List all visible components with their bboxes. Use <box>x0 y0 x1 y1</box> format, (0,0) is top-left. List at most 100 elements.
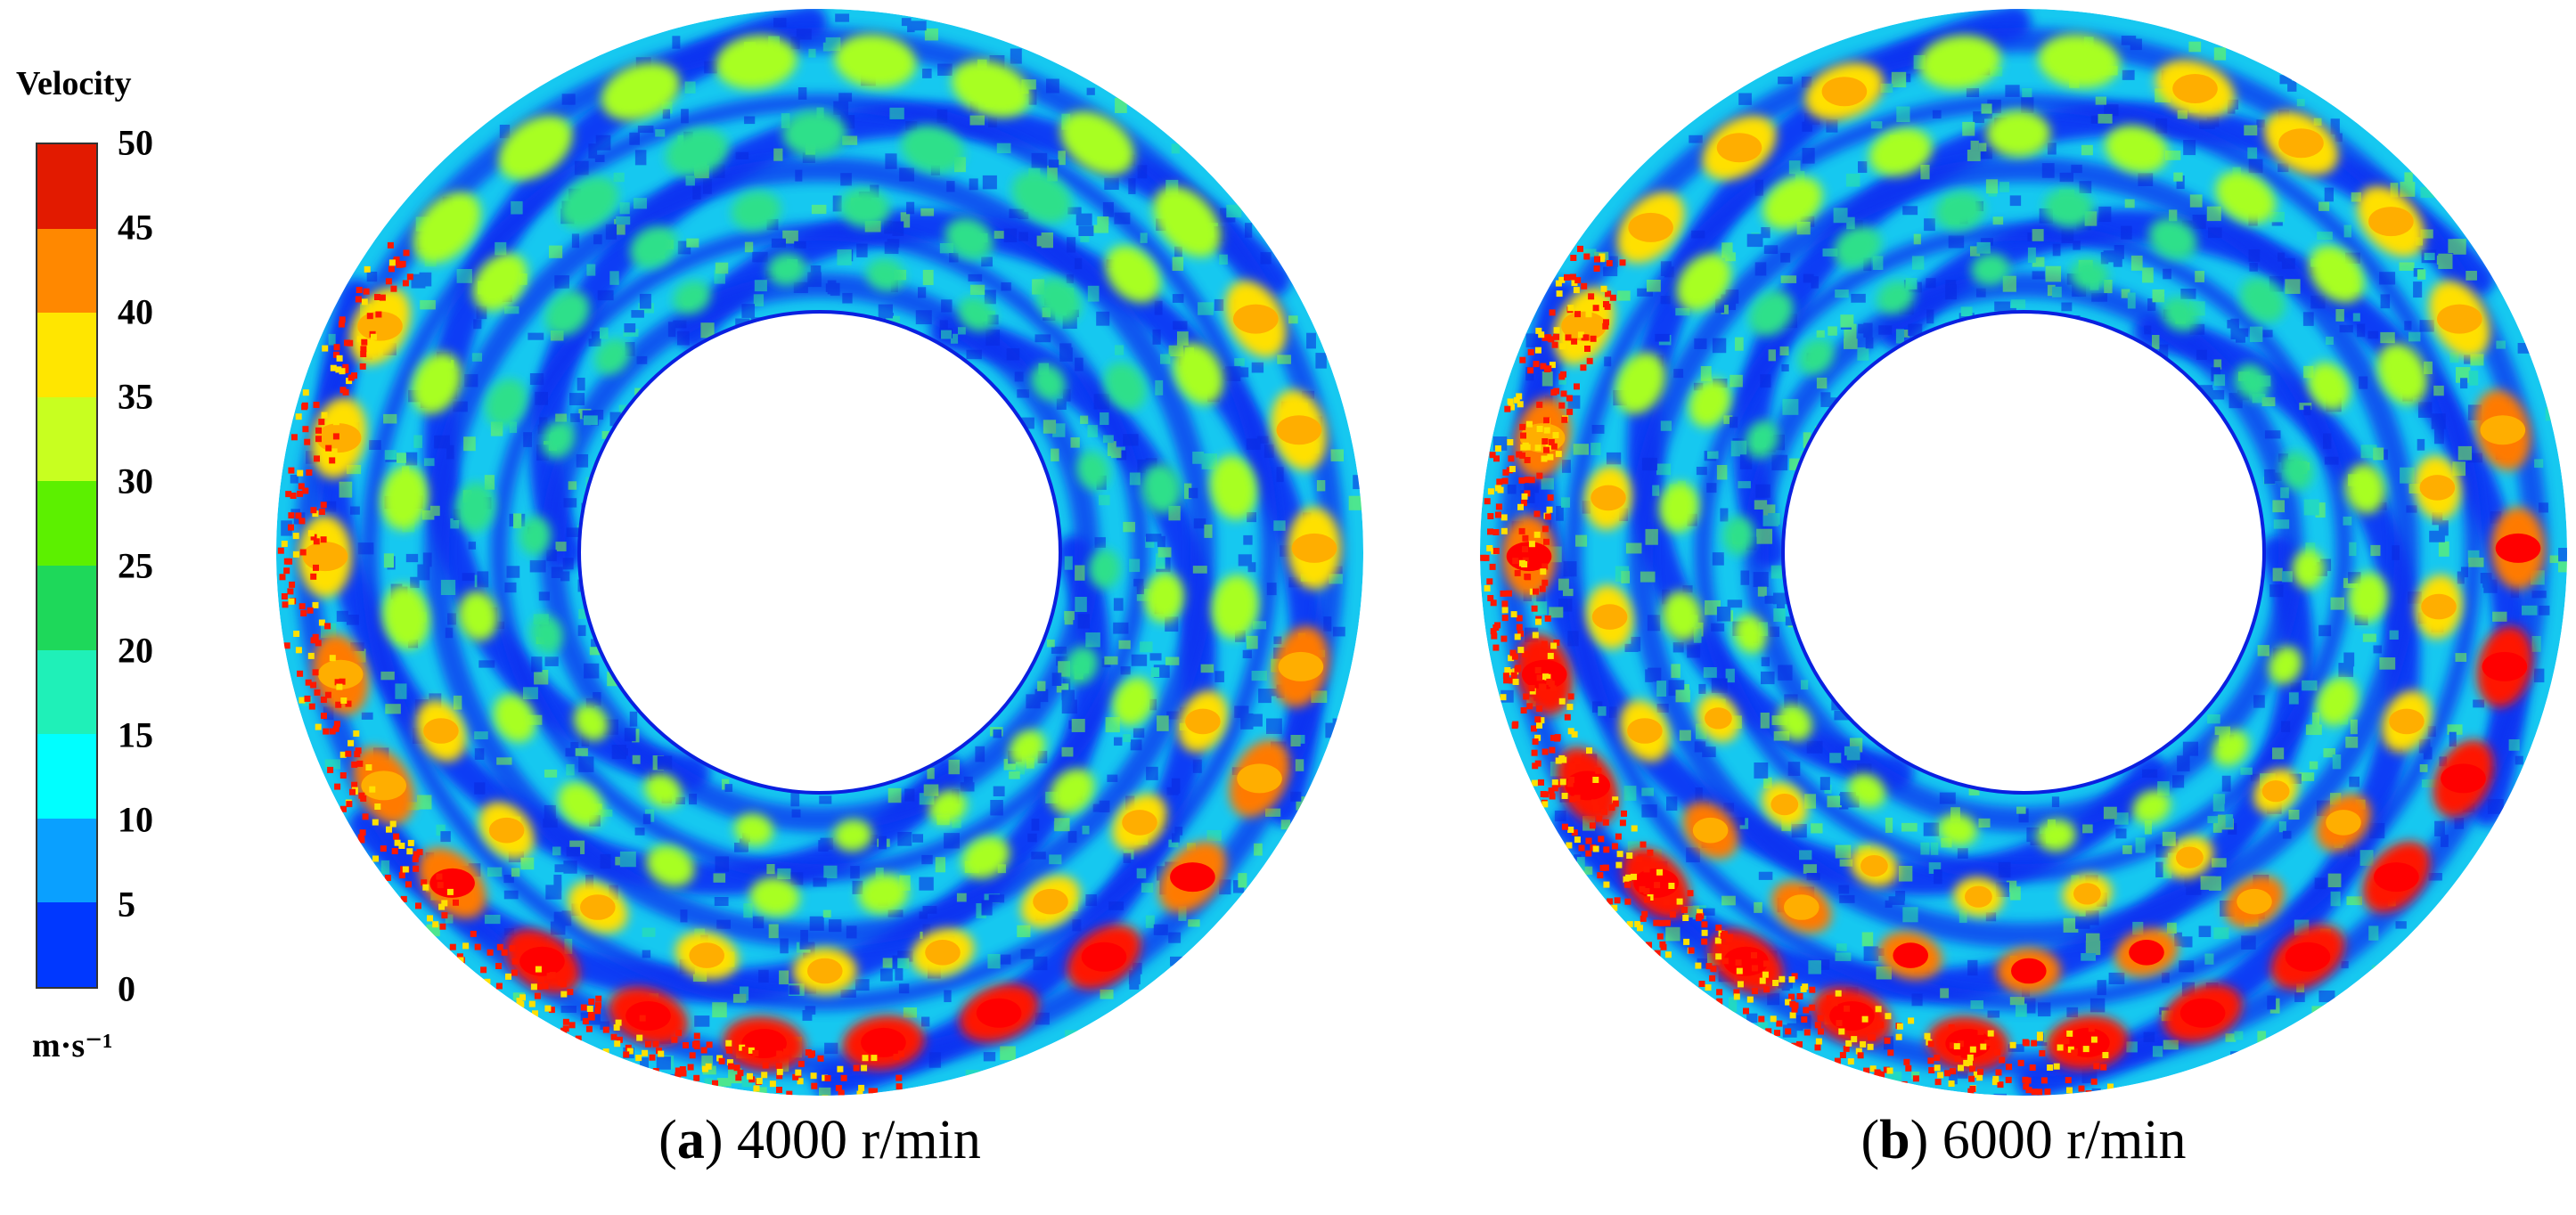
velocity-blob-core <box>1628 212 1673 242</box>
velocity-blob-core <box>2237 888 2272 915</box>
legend-tick-label: 35 <box>118 376 153 417</box>
velocity-blob-core <box>2129 940 2164 966</box>
velocity-blob <box>2309 245 2365 303</box>
velocity-blob-core <box>2278 128 2324 159</box>
caption-b: (b) 6000 r/min <box>1860 1110 2187 1170</box>
velocity-blob-core <box>626 1001 671 1031</box>
velocity-blob-core <box>1081 942 1127 972</box>
velocity-blob <box>519 516 552 556</box>
velocity-blob-core <box>1185 708 1221 735</box>
velocity-blob <box>2292 549 2325 589</box>
legend-swatch <box>37 481 96 566</box>
velocity-blob <box>2070 258 2109 291</box>
velocity-blob-core <box>1278 651 1324 681</box>
velocity-blob <box>2348 572 2388 623</box>
legend-tick-label: 40 <box>118 291 153 332</box>
velocity-blob <box>928 790 967 824</box>
velocity-blob <box>1105 245 1161 303</box>
velocity-blob <box>2148 217 2197 260</box>
velocity-blob <box>1050 768 1095 814</box>
velocity-blob <box>958 297 995 331</box>
panel-a <box>267 0 1372 1105</box>
velocity-blob <box>1141 463 1182 514</box>
velocity-blob <box>1722 516 1755 556</box>
velocity-blob-core <box>2368 207 2414 237</box>
velocity-blob-core <box>1170 862 1215 893</box>
legend-tick-label: 0 <box>118 968 135 1009</box>
velocity-blob <box>1059 110 1135 175</box>
velocity-blob-core <box>976 998 1022 1028</box>
velocity-blob <box>2235 363 2270 401</box>
velocity-blob-core <box>2480 415 2526 445</box>
velocity-blob-core <box>1705 707 1732 730</box>
velocity-blob <box>2308 362 2351 411</box>
velocity-blob <box>485 379 527 428</box>
velocity-blob-core <box>1784 894 1820 920</box>
legend-tick-label: 30 <box>118 461 153 501</box>
velocity-blob <box>1153 185 1222 257</box>
low-velocity-ring <box>490 223 1149 882</box>
legend-tick-label: 15 <box>118 714 153 755</box>
velocity-blob <box>2239 277 2286 322</box>
velocity-blob <box>2269 646 2302 685</box>
velocity-blob-core <box>2374 862 2419 893</box>
velocity-blob <box>573 704 609 741</box>
velocity-contour-a <box>276 9 1363 1096</box>
velocity-contour-b <box>1480 9 2567 1096</box>
velocity-blob-core <box>580 894 616 920</box>
velocity-blob-core <box>423 718 459 744</box>
legend-tick-label: 50 <box>118 122 153 163</box>
velocity-blob <box>731 191 781 231</box>
velocity-blob <box>1986 110 2051 158</box>
velocity-blob <box>2280 451 2313 490</box>
velocity-blob <box>2377 343 2428 404</box>
legend-color-bar <box>36 143 98 989</box>
velocity-blob <box>901 125 965 174</box>
velocity-blob <box>498 115 573 180</box>
velocity-blob <box>1031 363 1067 401</box>
legend-title: Velocity <box>16 65 132 102</box>
velocity-blob <box>1934 191 1985 231</box>
velocity-blob-core <box>807 958 843 984</box>
velocity-blob <box>594 338 631 375</box>
velocity-blob-core <box>2421 593 2457 620</box>
velocity-blob-core <box>2179 998 2226 1028</box>
velocity-blob <box>833 819 873 852</box>
velocity-blob-core <box>2011 958 2047 984</box>
velocity-blob <box>380 466 429 530</box>
velocity-blob-core <box>361 771 406 801</box>
legend-tick-label: 45 <box>118 207 153 248</box>
velocity-blob-core <box>1945 1029 1991 1058</box>
velocity-blob <box>1035 277 1082 322</box>
velocity-blob <box>1211 575 1259 639</box>
velocity-blob-core <box>2419 475 2456 501</box>
velocity-blob-core <box>2389 708 2425 735</box>
velocity-blob <box>382 584 429 649</box>
velocity-blob <box>1210 455 1257 520</box>
velocity-blob <box>2345 463 2385 514</box>
velocity-blob-core <box>925 940 961 966</box>
velocity-blob-core <box>689 942 724 968</box>
velocity-blob <box>782 110 847 158</box>
velocity-blob <box>1918 35 2001 89</box>
legend-swatch <box>37 144 96 229</box>
velocity-blob <box>1676 253 1731 311</box>
velocity-blob <box>2316 677 2359 726</box>
velocity-blob-core <box>1033 888 1068 915</box>
velocity-blob <box>544 290 590 337</box>
velocity-blob <box>1088 549 1121 589</box>
velocity-blob-core <box>1233 304 1279 334</box>
velocity-blob <box>858 874 909 914</box>
velocity-blob <box>2105 125 2169 174</box>
legend-swatch <box>37 734 96 819</box>
velocity-blob <box>601 62 681 121</box>
velocity-blob <box>673 281 711 314</box>
velocity-blob <box>413 192 481 264</box>
velocity-blob <box>1065 646 1099 685</box>
velocity-blob <box>2043 188 2094 228</box>
velocity-blob-core <box>2437 304 2482 334</box>
velocity-blob <box>2037 819 2077 852</box>
velocity-blob-core <box>2073 883 2101 905</box>
velocity-blob <box>1748 290 1794 337</box>
legend-tick-label: 10 <box>118 799 153 840</box>
